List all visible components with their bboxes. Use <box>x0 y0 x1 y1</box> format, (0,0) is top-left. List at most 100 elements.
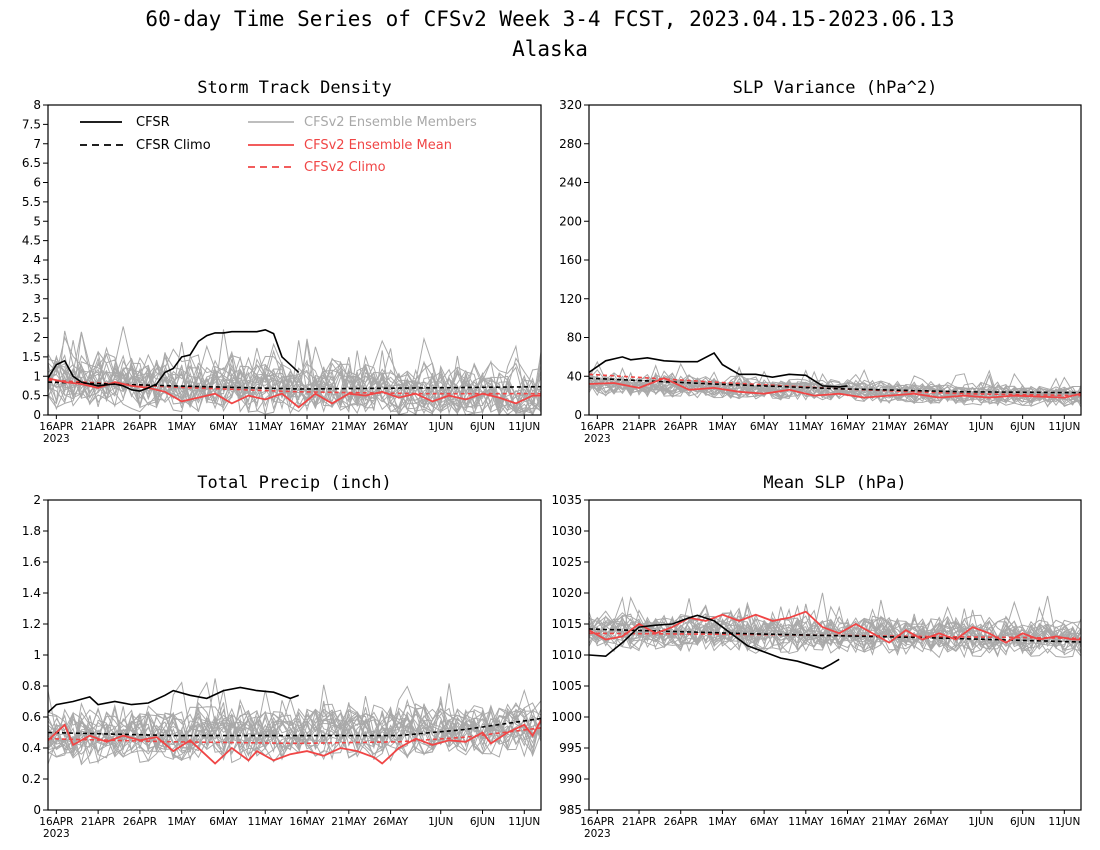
x-tick-label: 21APR <box>622 421 656 433</box>
ensemble-member-line <box>48 326 541 412</box>
ensemble-member-line <box>48 364 541 415</box>
panels: Storm Track Density 0 0.5 1 1.5 2 2.5 3 3.5 4 4.5 5… <box>22 78 1082 840</box>
cfsr-line <box>589 351 848 388</box>
plot-area <box>589 592 1081 670</box>
x-tick-label: 6MAY <box>209 816 238 828</box>
x-tick-label: 16MAY <box>289 421 325 433</box>
y-tick-label: 40 <box>567 369 582 383</box>
plot-frame <box>588 104 1082 416</box>
chart-title: Total Precip (inch) <box>197 473 391 493</box>
x-tick-label: 11JUN <box>508 421 540 433</box>
plot-area <box>48 326 541 415</box>
y-tick-label: 5 <box>33 214 41 228</box>
x-tick-label: 11JUN <box>1048 816 1080 828</box>
y-tick-label: 1.4 <box>22 586 41 600</box>
x-tick-label: 16MAY <box>830 421 866 433</box>
y-tick-label: 1000 <box>551 710 582 724</box>
x-tick-label: 11MAY <box>788 816 824 828</box>
y-tick-label: 4.5 <box>22 234 41 248</box>
x-tick-year: 2023 <box>584 828 611 840</box>
y-tick-label: 0.5 <box>22 389 41 403</box>
y-tick-label: 0.6 <box>22 710 41 724</box>
y-tick-label: 2.5 <box>22 311 41 325</box>
cfsr-line <box>589 614 840 670</box>
y-tick-label: 240 <box>559 176 582 190</box>
x-tick-label: 11JUN <box>508 816 540 828</box>
x-tick-label: 6JUN <box>470 421 495 433</box>
x-tick-label: 6MAY <box>750 816 779 828</box>
y-tick-label: 3 <box>33 292 41 306</box>
x-tick-label: 16APR <box>580 421 614 433</box>
legend-label-cfsr-climo: CFSR Climo <box>136 138 211 153</box>
chart-panel-2: SLP Variance (hPa^2) 0 40 80 120 160 200 240 280… <box>559 78 1082 445</box>
x-tick-label: 16MAY <box>289 816 325 828</box>
y-tick-label: 6 <box>33 176 41 190</box>
x-tick-label: 16APR <box>39 816 73 828</box>
y-tick-label: 985 <box>559 803 582 817</box>
x-tick-label: 6JUN <box>1010 816 1035 828</box>
legend-label-cfsv2-climo: CFSv2 Climo <box>304 160 386 175</box>
ensemble-member-line <box>589 604 1081 648</box>
y-tick-label: 7.5 <box>22 117 41 131</box>
y-tick-label: 200 <box>559 214 582 228</box>
cfsv2-climo-line <box>589 373 1081 397</box>
ensemble-mean-line <box>48 719 541 765</box>
plot-frame <box>47 499 542 811</box>
x-tick-label: 6JUN <box>470 816 495 828</box>
y-tick-label: 3.5 <box>22 272 41 286</box>
y-tick-label: 1035 <box>551 493 582 507</box>
ensemble-member-line <box>48 348 541 406</box>
y-tick-label: 6.5 <box>22 156 41 170</box>
y-tick-label: 0 <box>33 803 41 817</box>
x-tick-label: 16APR <box>580 816 614 828</box>
y-tick-label: 0 <box>574 408 582 422</box>
x-tick-label: 26APR <box>123 816 157 828</box>
y-tick-label: 1015 <box>551 617 582 631</box>
chart-title: Storm Track Density <box>197 78 391 98</box>
ensemble-mean-line <box>589 610 1081 644</box>
x-tick-label: 11MAY <box>248 421 284 433</box>
x-tick-label: 26APR <box>664 421 698 433</box>
x-tick-label: 26MAY <box>913 421 949 433</box>
y-tick-label: 120 <box>559 292 582 306</box>
x-tick-label: 1JUN <box>428 816 453 828</box>
y-tick-label: 8 <box>33 98 41 112</box>
y-tick-label: 1010 <box>551 648 582 662</box>
chart-panel-3: Total Precip (inch) 0 0.2 0.4 0.6 0.8 1 1.2 1.4 1… <box>22 473 542 840</box>
y-tick-label: 5.5 <box>22 195 41 209</box>
x-tick-year: 2023 <box>43 433 70 445</box>
ensemble-member-line <box>48 696 541 765</box>
x-tick-label: 1MAY <box>167 421 196 433</box>
ensemble-member-line <box>589 605 1081 658</box>
x-tick-label: 21APR <box>81 816 115 828</box>
x-tick-label: 11MAY <box>248 816 284 828</box>
y-tick-label: 7 <box>33 137 41 151</box>
y-tick-label: 1 <box>33 369 41 383</box>
y-tick-label: 280 <box>559 137 582 151</box>
legend: CFSR CFSR Climo CFSv2 Ensemble Members C… <box>80 115 477 175</box>
x-tick-label: 26APR <box>664 816 698 828</box>
legend-label-cfsr: CFSR <box>136 115 170 130</box>
x-tick-label: 26APR <box>123 421 157 433</box>
y-tick-label: 1020 <box>551 586 582 600</box>
y-tick-label: 1030 <box>551 524 582 538</box>
x-tick-label: 6JUN <box>1010 421 1035 433</box>
figure-title: 60-day Time Series of CFSv2 Week 3-4 FCS… <box>145 7 954 31</box>
ensemble-member-line <box>48 709 541 753</box>
legend-label-ens-mean: CFSv2 Ensemble Mean <box>304 138 452 153</box>
ensemble-member-line <box>589 369 1081 401</box>
cfsr-line <box>48 686 299 713</box>
y-tick-label: 80 <box>567 331 582 345</box>
cfsr-climo-line <box>48 381 541 390</box>
x-tick-label: 11MAY <box>788 421 824 433</box>
x-tick-year: 2023 <box>584 433 611 445</box>
x-tick-label: 6MAY <box>750 421 779 433</box>
y-tick-label: 1 <box>33 648 41 662</box>
x-tick-label: 1MAY <box>167 816 196 828</box>
cfsr-climo-line <box>48 717 541 737</box>
chart-panel-4: Mean SLP (hPa) 985 990 995 1000 1005 1010 1015 1… <box>551 473 1082 840</box>
y-tick-label: 0.8 <box>22 679 41 693</box>
y-tick-label: 1.2 <box>22 617 41 631</box>
x-tick-label: 1MAY <box>708 816 737 828</box>
legend-label-members: CFSv2 Ensemble Members <box>304 115 477 130</box>
